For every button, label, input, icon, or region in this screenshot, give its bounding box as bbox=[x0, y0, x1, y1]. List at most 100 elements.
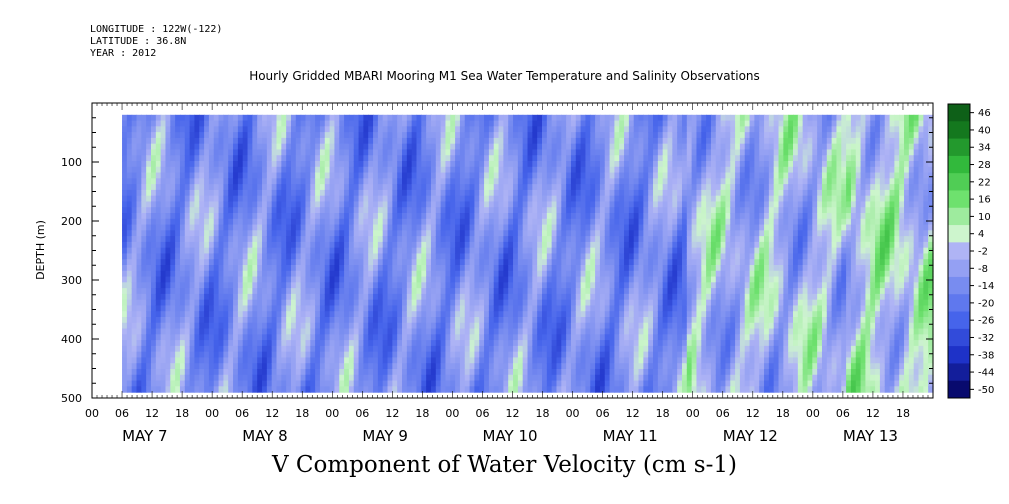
heatmap-cell bbox=[455, 241, 461, 249]
heatmap-cell bbox=[136, 374, 142, 382]
heatmap-cell bbox=[295, 351, 302, 359]
heatmap-cell bbox=[474, 184, 480, 191]
heatmap-cell bbox=[595, 213, 601, 220]
heatmap-cell bbox=[561, 236, 567, 243]
heatmap-cell bbox=[464, 120, 471, 127]
heatmap-cell bbox=[595, 299, 601, 307]
heatmap-cell bbox=[223, 166, 229, 174]
heatmap-cell bbox=[252, 368, 258, 376]
heatmap-cell bbox=[488, 143, 495, 151]
heatmap-cell bbox=[527, 293, 533, 301]
heatmap-cell bbox=[416, 247, 422, 255]
heatmap-cell bbox=[387, 374, 393, 382]
heatmap-cell bbox=[527, 380, 533, 387]
heatmap-cell bbox=[416, 137, 422, 145]
heatmap-cell bbox=[474, 224, 480, 231]
heatmap-cell bbox=[619, 241, 625, 249]
heatmap-cell bbox=[373, 241, 379, 249]
heatmap-cell bbox=[430, 345, 437, 353]
heatmap-cell bbox=[189, 230, 196, 237]
heatmap-cell bbox=[580, 380, 587, 387]
heatmap-cell bbox=[590, 120, 596, 127]
heatmap-cell bbox=[131, 224, 138, 231]
heatmap-cell bbox=[585, 363, 591, 370]
heatmap-cell bbox=[450, 166, 456, 174]
heatmap-cell bbox=[537, 195, 543, 203]
heatmap-cell bbox=[382, 184, 389, 191]
heatmap-cell bbox=[199, 276, 205, 283]
heatmap-cell bbox=[455, 253, 461, 260]
heatmap-cell bbox=[262, 363, 268, 370]
heatmap-cell bbox=[570, 166, 577, 174]
heatmap-cell bbox=[464, 282, 471, 289]
heatmap-cell bbox=[286, 386, 292, 393]
heatmap-cell bbox=[445, 178, 451, 185]
heatmap-cell bbox=[184, 218, 191, 226]
heatmap-cell bbox=[300, 386, 307, 393]
heatmap-cell bbox=[435, 265, 442, 272]
heatmap-cell bbox=[488, 368, 495, 376]
heatmap-cell bbox=[136, 149, 142, 156]
heatmap-cell bbox=[416, 363, 422, 370]
heatmap-cell bbox=[542, 299, 548, 307]
heatmap-cell bbox=[175, 155, 181, 162]
heatmap-cell bbox=[141, 218, 147, 226]
heatmap-cell bbox=[479, 195, 485, 203]
heatmap-cell bbox=[242, 189, 249, 197]
heatmap-cell bbox=[575, 270, 582, 278]
heatmap-cell bbox=[575, 207, 582, 214]
heatmap-cell bbox=[247, 126, 253, 133]
heatmap-cell bbox=[421, 178, 427, 185]
heatmap-cell bbox=[257, 334, 263, 341]
heatmap-cell bbox=[585, 155, 591, 162]
heatmap-cell bbox=[421, 282, 427, 289]
heatmap-cell bbox=[503, 265, 509, 272]
heatmap-cell bbox=[315, 166, 321, 174]
heatmap-cell bbox=[252, 155, 258, 162]
heatmap-cell bbox=[474, 311, 480, 318]
heatmap-cell bbox=[513, 386, 519, 393]
heatmap-cell bbox=[165, 340, 171, 347]
heatmap-cell bbox=[213, 299, 220, 307]
heatmap-cell bbox=[402, 276, 408, 283]
heatmap-cell bbox=[590, 253, 596, 260]
heatmap-cell bbox=[175, 132, 181, 139]
heatmap-cell bbox=[551, 305, 558, 312]
heatmap-cell bbox=[213, 334, 220, 341]
heatmap-cell bbox=[334, 317, 340, 324]
heatmap-cell bbox=[604, 224, 611, 231]
heatmap-cell bbox=[619, 317, 625, 324]
heatmap-cell bbox=[339, 340, 345, 347]
heatmap-cell bbox=[450, 230, 456, 237]
heatmap-cell bbox=[146, 166, 152, 174]
heatmap-cell bbox=[141, 114, 147, 122]
heatmap-cell bbox=[184, 322, 191, 330]
heatmap-cell bbox=[204, 201, 210, 208]
heatmap-cell bbox=[488, 305, 495, 312]
heatmap-cell bbox=[271, 351, 278, 359]
heatmap-cell bbox=[252, 293, 258, 301]
heatmap-cell bbox=[324, 184, 331, 191]
heatmap-cell bbox=[237, 334, 244, 341]
heatmap-cell bbox=[556, 340, 562, 347]
heatmap-cell bbox=[450, 178, 456, 185]
heatmap-cell bbox=[484, 126, 490, 133]
heatmap-cell bbox=[165, 201, 171, 208]
heatmap-cell bbox=[184, 340, 191, 347]
heatmap-cell bbox=[459, 334, 466, 341]
heatmap-cell bbox=[614, 288, 620, 295]
heatmap-cell bbox=[513, 207, 519, 214]
heatmap-cell bbox=[585, 166, 591, 174]
heatmap-cell bbox=[614, 155, 620, 162]
heatmap-cell bbox=[295, 317, 302, 324]
heatmap-cell bbox=[223, 340, 229, 347]
heatmap-cell bbox=[223, 213, 229, 220]
heatmap-cell bbox=[141, 345, 147, 353]
heatmap-cell bbox=[348, 149, 355, 156]
heatmap-cell bbox=[609, 236, 616, 243]
heatmap-cell bbox=[397, 247, 403, 255]
heatmap-cell bbox=[353, 114, 360, 122]
heatmap-cell bbox=[609, 345, 616, 353]
heatmap-cell bbox=[498, 357, 504, 364]
heatmap-cell bbox=[242, 282, 249, 289]
